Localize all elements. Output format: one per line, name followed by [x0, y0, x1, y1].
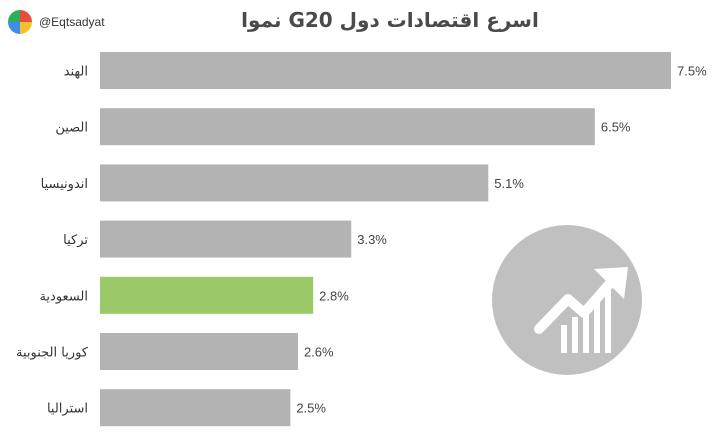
- category-label-3: تركيا: [63, 233, 88, 248]
- value-label-1: 6.5%: [601, 120, 631, 135]
- chart-title: اسرع اقتصادات دول G20 نموا: [241, 8, 539, 32]
- bar-0: [100, 52, 671, 89]
- value-label-2: 5.1%: [494, 176, 524, 191]
- brand-handle: @Eqtsadyat: [39, 15, 105, 29]
- trend-up-chart-icon: [492, 225, 642, 375]
- value-label-3: 3.3%: [357, 232, 387, 247]
- bar-3: [100, 220, 352, 258]
- category-label-0: الهند: [64, 65, 88, 80]
- bar-6: [100, 389, 291, 427]
- value-label-4: 2.8%: [319, 288, 349, 303]
- value-label-6: 2.5%: [296, 401, 326, 416]
- category-label-1: الصين: [55, 121, 88, 136]
- value-label-5: 2.6%: [304, 345, 334, 360]
- category-label-5: كوريا الجنوبية: [16, 346, 89, 361]
- pie-chart-logo-icon: [8, 10, 32, 34]
- value-label-0: 7.5%: [677, 64, 707, 79]
- category-label-4: السعودية: [39, 289, 88, 304]
- bar-1: [100, 108, 595, 146]
- bar-4: [100, 276, 314, 314]
- bar-5: [100, 333, 298, 370]
- category-label-2: اندونيسيا: [41, 177, 88, 192]
- brand: @Eqtsadyat: [6, 8, 105, 36]
- bar-2: [100, 164, 489, 202]
- category-label-6: استراليا: [47, 402, 88, 417]
